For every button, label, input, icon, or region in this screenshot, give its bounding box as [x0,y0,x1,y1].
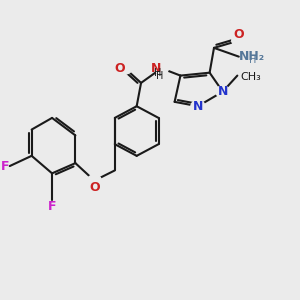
Ellipse shape [87,175,101,186]
Text: O: O [114,62,125,75]
Text: F: F [48,200,56,213]
Ellipse shape [191,100,205,112]
Text: H: H [156,71,164,82]
Text: O: O [89,181,100,194]
Text: H: H [154,68,161,78]
Ellipse shape [232,35,246,46]
Text: H: H [249,55,256,65]
Text: NH₂: NH₂ [239,50,265,63]
Text: CH₃: CH₃ [240,72,261,82]
Text: N: N [218,85,228,98]
Ellipse shape [118,62,132,74]
Ellipse shape [216,86,230,98]
Text: N: N [193,100,203,113]
Text: F: F [1,160,10,172]
Ellipse shape [154,62,169,74]
Text: N: N [151,62,161,75]
Text: O: O [233,28,244,40]
